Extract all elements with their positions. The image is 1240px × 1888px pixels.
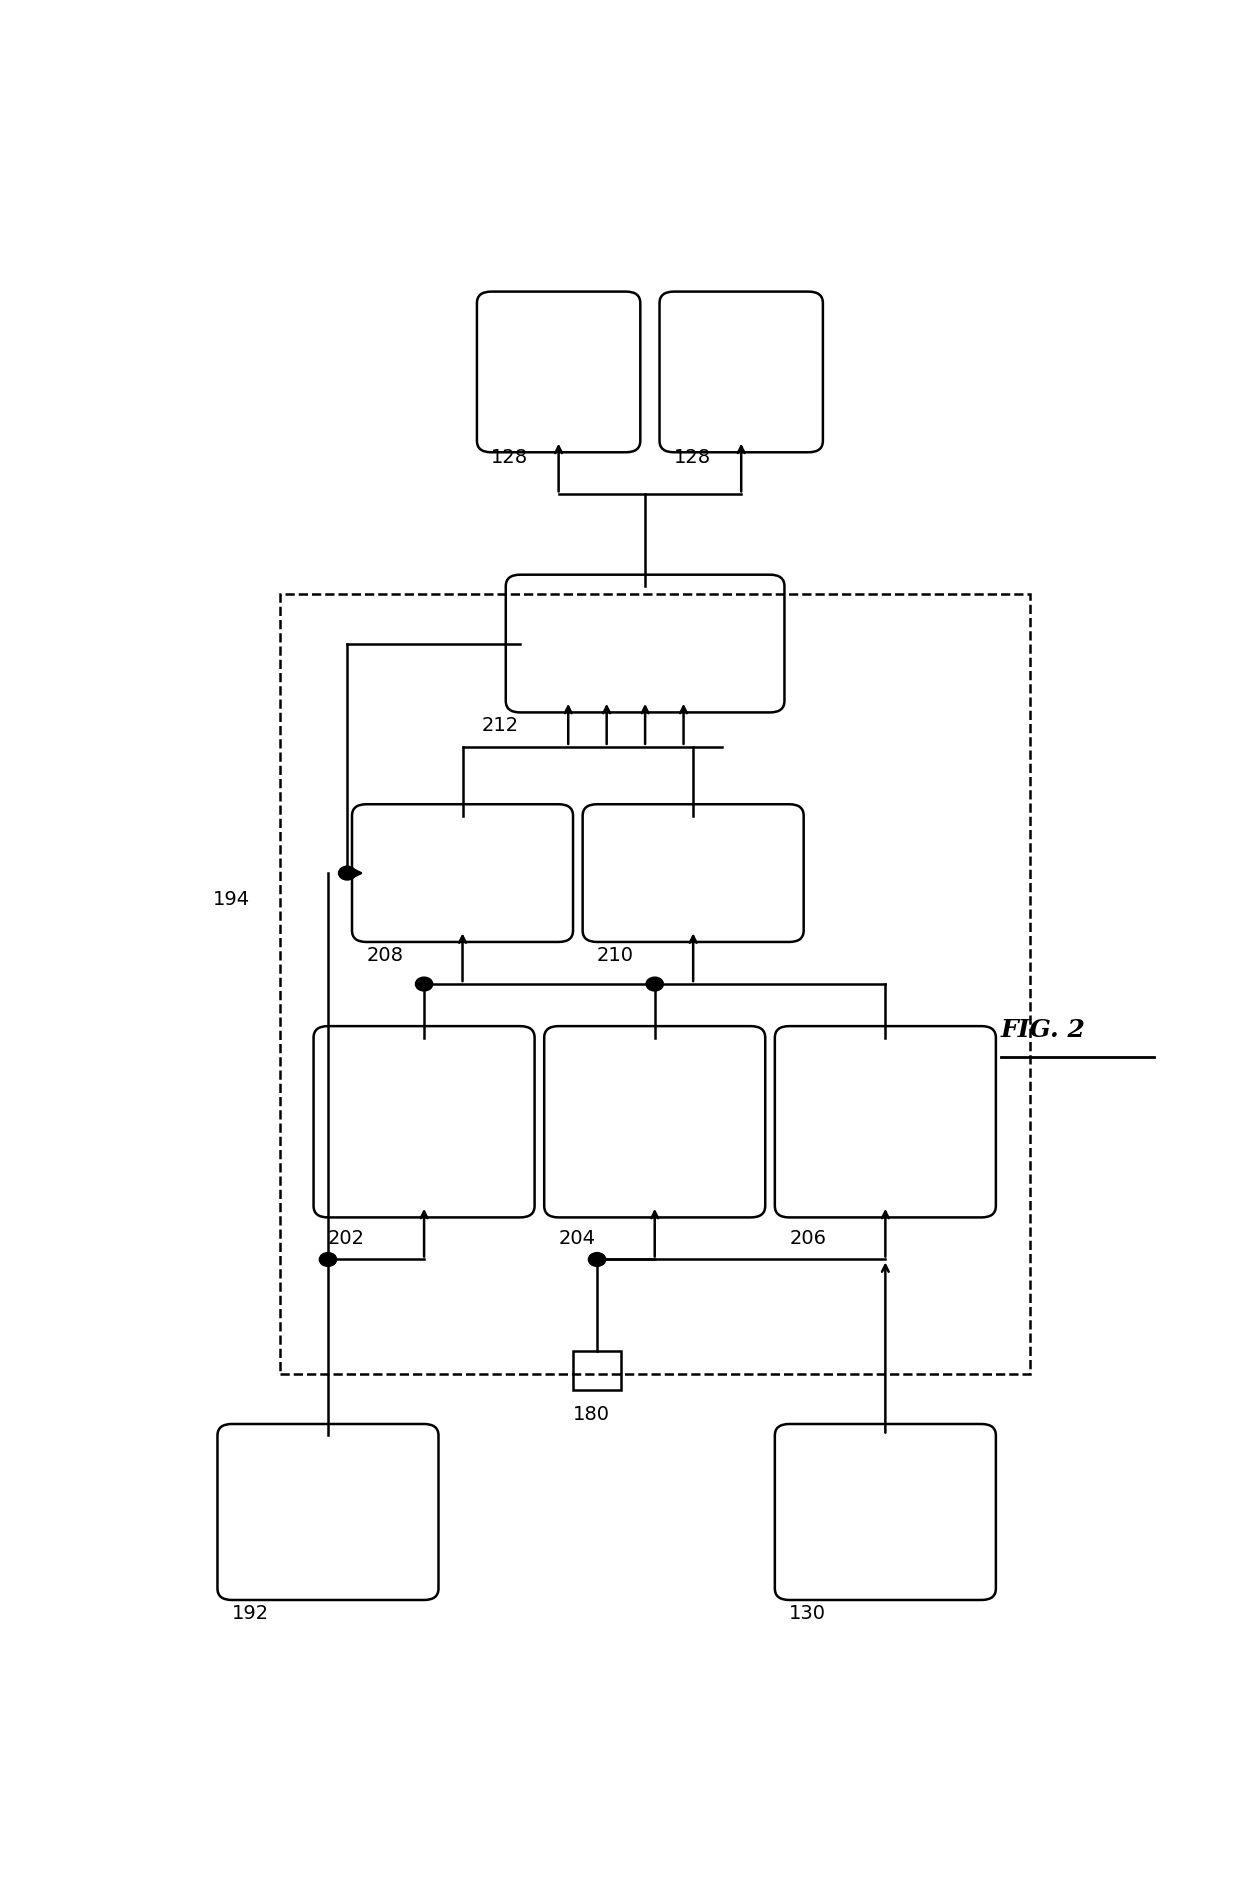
Text: 180: 180 xyxy=(573,1405,610,1424)
FancyBboxPatch shape xyxy=(544,1027,765,1218)
FancyBboxPatch shape xyxy=(314,1027,534,1218)
FancyBboxPatch shape xyxy=(477,291,640,453)
Text: 208: 208 xyxy=(367,946,403,965)
FancyBboxPatch shape xyxy=(583,804,804,942)
Circle shape xyxy=(320,1252,336,1267)
Text: 206: 206 xyxy=(789,1229,826,1248)
Text: 130: 130 xyxy=(789,1603,826,1624)
FancyBboxPatch shape xyxy=(352,804,573,942)
FancyBboxPatch shape xyxy=(775,1424,996,1599)
FancyBboxPatch shape xyxy=(217,1424,439,1599)
Circle shape xyxy=(646,978,663,991)
Text: 192: 192 xyxy=(232,1603,269,1624)
Text: 212: 212 xyxy=(481,716,518,734)
FancyBboxPatch shape xyxy=(775,1027,996,1218)
Text: 128: 128 xyxy=(675,449,711,468)
Text: 202: 202 xyxy=(327,1229,365,1248)
Text: 210: 210 xyxy=(596,946,634,965)
Circle shape xyxy=(589,1252,605,1267)
FancyBboxPatch shape xyxy=(660,291,823,453)
Text: FIG. 2: FIG. 2 xyxy=(1001,1018,1085,1042)
Text: 128: 128 xyxy=(491,449,528,468)
Circle shape xyxy=(415,978,433,991)
Text: 204: 204 xyxy=(559,1229,595,1248)
Text: 194: 194 xyxy=(213,891,250,910)
Bar xyxy=(573,1352,621,1390)
Circle shape xyxy=(339,867,356,880)
Bar xyxy=(280,595,1029,1374)
FancyBboxPatch shape xyxy=(506,574,785,712)
